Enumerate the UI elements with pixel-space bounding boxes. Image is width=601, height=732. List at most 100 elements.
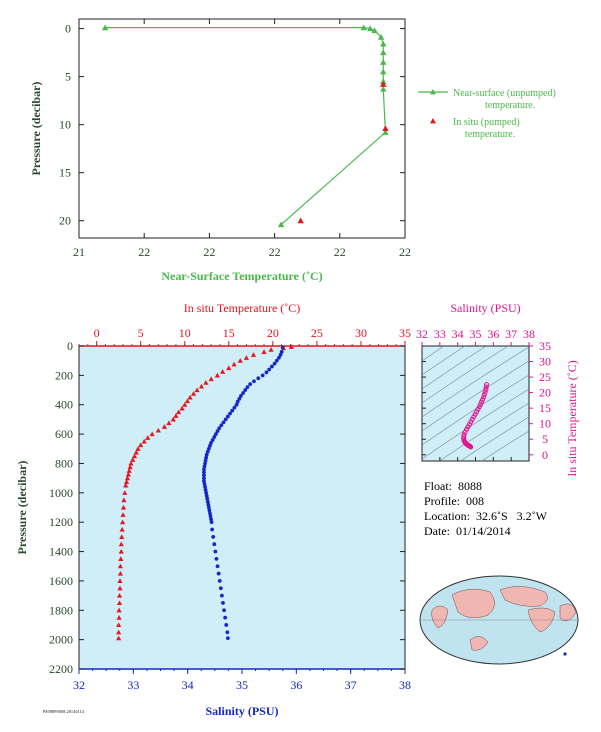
- x-tick-label: 22: [334, 245, 346, 259]
- ts-x-tick-label: 32: [416, 327, 428, 341]
- salinity-point: [217, 426, 222, 431]
- density-contour: [459, 416, 529, 461]
- temperature-point: [145, 435, 151, 440]
- temperature-point: [127, 464, 133, 470]
- pressure-tick-label: 1600: [49, 574, 73, 588]
- temperature-point: [116, 600, 123, 606]
- temperature-point: [125, 471, 131, 477]
- temperature-point: [166, 420, 172, 426]
- salinity-point: [202, 467, 206, 472]
- salinity-point: [237, 396, 242, 401]
- temperature-tick-label: 25: [311, 326, 323, 340]
- ts-x-tick-label: 38: [523, 327, 535, 341]
- y-tick-label: 5: [65, 70, 71, 84]
- ts-y-tick-label: 0: [542, 448, 548, 462]
- salinity-point: [225, 636, 230, 641]
- density-contour: [481, 430, 529, 461]
- salinity-tick-label: 34: [182, 678, 194, 692]
- temperature-tick-label: 0: [94, 326, 100, 340]
- x-axis-label: Near-Surface Temperature (˚C): [161, 269, 322, 283]
- salinity-point: [222, 608, 226, 613]
- density-contour: [422, 346, 445, 362]
- temperature-point: [203, 380, 209, 385]
- pressure-tick-label: 800: [55, 456, 73, 470]
- temperature-point: [116, 629, 122, 635]
- salinity-point: [269, 364, 274, 369]
- profile-chart: 0 5 10 15 20 25 30 35 In situ Temperature (˚C) 32…: [15, 301, 411, 718]
- y-tick-label: 20: [59, 214, 71, 228]
- plot-frame: [78, 18, 406, 239]
- temperature-point: [237, 358, 243, 363]
- salinity-point: [223, 417, 228, 422]
- temperature-point: [161, 424, 168, 429]
- temperature-tick-label: 5: [138, 326, 144, 340]
- temperature-point: [220, 369, 226, 374]
- temperature-point: [243, 355, 250, 360]
- density-contour: [422, 388, 529, 460]
- temperature-point: [135, 446, 141, 451]
- x-tick-label: 22: [399, 245, 411, 259]
- temperature-point: [198, 383, 205, 389]
- salinity-point: [202, 473, 206, 478]
- map-landmass: [469, 636, 489, 651]
- near-surface-point: [380, 49, 387, 56]
- salinity-point: [202, 464, 207, 469]
- float-location-map: [419, 575, 579, 665]
- salinity-tick-label: 37: [345, 678, 357, 692]
- salinity-point: [203, 461, 207, 466]
- ts-point: [461, 432, 467, 438]
- temperature-point: [120, 512, 126, 517]
- salinity-tick-label: 32: [73, 678, 85, 692]
- float-info: Float: 8088 Profile: 008 Location: 32.6˚…: [424, 479, 547, 539]
- temperature-point: [261, 349, 267, 354]
- ts-point: [477, 401, 483, 407]
- temperature-point: [117, 563, 124, 569]
- ts-y-tick-label: 5: [542, 432, 548, 446]
- near-surface-point: [367, 25, 374, 32]
- ts-point: [469, 416, 475, 422]
- salinity-point: [234, 402, 239, 407]
- profile-date: Date: 01/14/2014: [424, 524, 511, 538]
- salinity-point: [267, 367, 272, 372]
- temperature-point: [120, 519, 126, 525]
- salinity-point: [206, 502, 211, 507]
- temperature-tick-label: 15: [223, 326, 235, 340]
- near-surface-point: [382, 129, 389, 135]
- salinity-point: [225, 414, 230, 419]
- temperature-point: [118, 556, 124, 561]
- salinity-point: [204, 490, 209, 495]
- pressure-tick-label: 1800: [49, 603, 73, 617]
- map-landmass: [431, 605, 449, 629]
- ts-point: [465, 424, 471, 430]
- temperature-point: [126, 468, 132, 473]
- temperature-point: [123, 479, 130, 484]
- salinity-point: [212, 542, 217, 547]
- temperature-point: [122, 490, 128, 495]
- salinity-point: [241, 391, 245, 395]
- pressure-axis-label: Pressure (decibar): [15, 461, 29, 555]
- ts-point: [481, 391, 487, 397]
- footer-id: P8088P0008.20140114: [43, 709, 85, 714]
- temperature-tick-label: 10: [179, 326, 191, 340]
- salinity-point: [256, 376, 261, 381]
- near-surface-point: [380, 59, 387, 65]
- density-contour: [422, 346, 466, 376]
- temperature-tick-label: 20: [267, 326, 279, 340]
- temperature-point: [170, 416, 176, 422]
- salinity-point: [211, 534, 216, 539]
- temperature-point: [184, 398, 190, 404]
- y-tick-label: 10: [59, 118, 71, 132]
- ts-y-tick-label: 10: [539, 417, 551, 431]
- float-id: Float: 8088: [424, 479, 483, 493]
- legend-label-near-surface: Near-surface (unpumped) temperature.: [453, 88, 556, 111]
- plot-area: [78, 345, 406, 670]
- pressure-tick-label: 400: [55, 398, 73, 412]
- salinity-point: [215, 429, 220, 434]
- salinity-point: [208, 514, 213, 519]
- y-tick-label: 0: [65, 22, 71, 36]
- salinity-point: [202, 479, 206, 483]
- ts-point: [476, 404, 482, 410]
- salinity-point: [252, 379, 256, 384]
- pressure-tick-label: 2200: [49, 662, 73, 676]
- map-landmass: [499, 586, 548, 607]
